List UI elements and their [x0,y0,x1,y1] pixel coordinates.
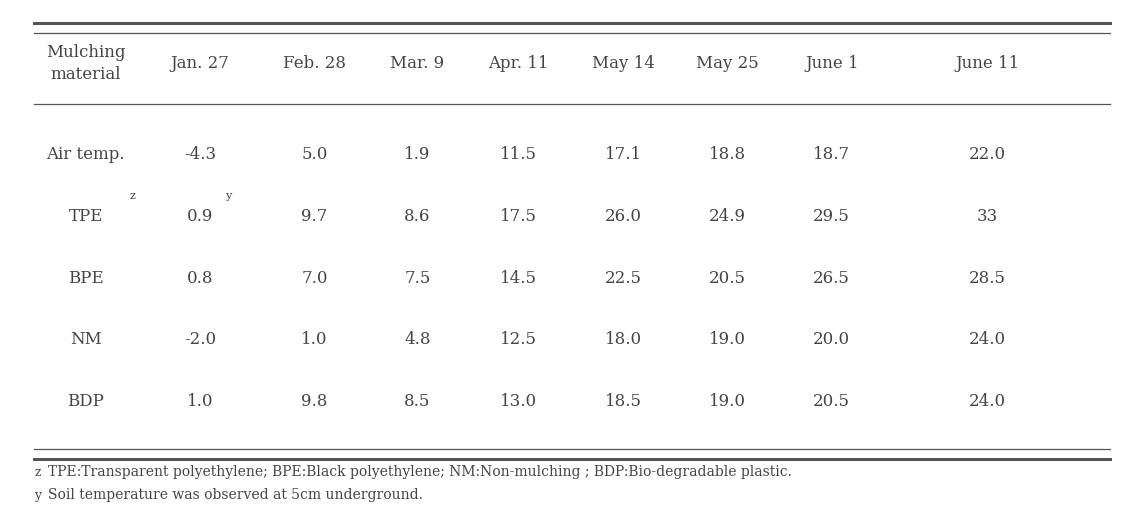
Text: Air temp.: Air temp. [47,146,125,163]
Text: May 25: May 25 [697,55,758,72]
Text: Mulching
material: Mulching material [46,44,126,83]
Text: Feb. 28: Feb. 28 [283,55,347,72]
Text: 20.0: 20.0 [813,331,850,348]
Text: TPE:Transparent polyethylene; BPE:Black polyethylene; NM:Non-mulching ; BDP:Bio-: TPE:Transparent polyethylene; BPE:Black … [48,465,792,479]
Text: 9.8: 9.8 [301,393,328,410]
Text: 29.5: 29.5 [813,208,850,225]
Text: 9.7: 9.7 [301,208,328,225]
Text: 33: 33 [977,208,998,225]
Text: Jan. 27: Jan. 27 [170,55,230,72]
Text: 18.7: 18.7 [813,146,850,163]
Text: Soil temperature was observed at 5cm underground.: Soil temperature was observed at 5cm und… [48,488,423,502]
Text: 0.8: 0.8 [186,270,214,287]
Text: 1.9: 1.9 [404,146,431,163]
Text: Apr. 11: Apr. 11 [488,55,548,72]
Text: 1.0: 1.0 [301,331,328,348]
Text: TPE: TPE [69,208,103,225]
Text: 18.8: 18.8 [709,146,746,163]
Text: 24.0: 24.0 [969,331,1006,348]
Text: 26.0: 26.0 [605,208,642,225]
Text: 7.0: 7.0 [301,270,328,287]
Text: -4.3: -4.3 [184,146,216,163]
Text: BPE: BPE [67,270,104,287]
Text: 11.5: 11.5 [500,146,537,163]
Text: -2.0: -2.0 [184,331,216,348]
Text: 5.0: 5.0 [301,146,328,163]
Text: NM: NM [70,331,102,348]
Text: y: y [225,191,231,201]
Text: 8.5: 8.5 [404,393,431,410]
Text: 22.0: 22.0 [969,146,1006,163]
Text: June 11: June 11 [955,55,1019,72]
Text: 17.5: 17.5 [500,208,537,225]
Text: 28.5: 28.5 [969,270,1006,287]
Text: 13.0: 13.0 [500,393,537,410]
Text: 1.0: 1.0 [186,393,214,410]
Text: 19.0: 19.0 [709,393,746,410]
Text: Mar. 9: Mar. 9 [390,55,445,72]
Text: 24.9: 24.9 [709,208,746,225]
Text: 20.5: 20.5 [709,270,746,287]
Text: z: z [129,191,135,201]
Text: 22.5: 22.5 [605,270,642,287]
Text: y: y [34,489,41,502]
Text: 14.5: 14.5 [500,270,537,287]
Text: 24.0: 24.0 [969,393,1006,410]
Text: 20.5: 20.5 [813,393,850,410]
Text: 12.5: 12.5 [500,331,537,348]
Text: 7.5: 7.5 [404,270,431,287]
Text: 26.5: 26.5 [813,270,850,287]
Text: 8.6: 8.6 [404,208,431,225]
Text: 4.8: 4.8 [404,331,431,348]
Text: BDP: BDP [67,393,104,410]
Text: 0.9: 0.9 [186,208,214,225]
Text: 17.1: 17.1 [605,146,642,163]
Text: z: z [34,466,41,479]
Text: May 14: May 14 [593,55,654,72]
Text: 18.0: 18.0 [605,331,642,348]
Text: 18.5: 18.5 [605,393,642,410]
Text: June 1: June 1 [805,55,858,72]
Text: 19.0: 19.0 [709,331,746,348]
